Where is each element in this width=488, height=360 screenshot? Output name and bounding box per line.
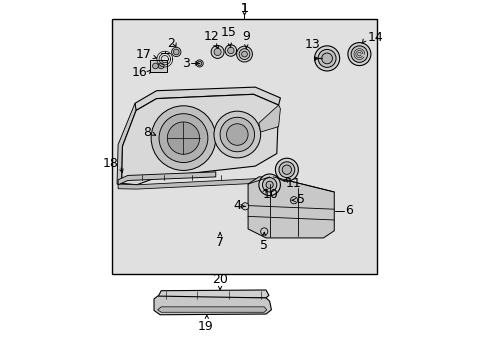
Polygon shape <box>122 94 278 185</box>
Text: 7: 7 <box>216 236 224 249</box>
Polygon shape <box>258 105 280 132</box>
Polygon shape <box>158 290 268 298</box>
FancyBboxPatch shape <box>150 60 166 72</box>
Text: 14: 14 <box>366 31 382 44</box>
Circle shape <box>214 48 221 55</box>
Text: 1: 1 <box>240 2 248 15</box>
Circle shape <box>241 51 247 57</box>
Text: 8: 8 <box>143 126 151 139</box>
Circle shape <box>196 60 203 67</box>
Circle shape <box>159 114 207 162</box>
Circle shape <box>173 49 179 55</box>
Polygon shape <box>157 307 266 312</box>
Circle shape <box>321 53 332 64</box>
Circle shape <box>260 228 267 235</box>
Circle shape <box>265 181 273 188</box>
FancyBboxPatch shape <box>111 19 377 274</box>
Circle shape <box>167 122 199 154</box>
Text: 6: 6 <box>345 204 352 217</box>
Circle shape <box>347 42 370 66</box>
Circle shape <box>314 46 339 71</box>
Circle shape <box>239 49 249 59</box>
Circle shape <box>241 203 248 210</box>
Circle shape <box>282 165 291 174</box>
Text: 10: 10 <box>262 188 278 201</box>
Circle shape <box>158 63 164 69</box>
Circle shape <box>151 106 215 170</box>
Circle shape <box>227 47 234 54</box>
Text: 5: 5 <box>260 239 268 252</box>
Circle shape <box>171 47 181 57</box>
Polygon shape <box>117 103 136 184</box>
Polygon shape <box>118 179 276 189</box>
Circle shape <box>152 63 158 69</box>
Circle shape <box>262 177 276 192</box>
Circle shape <box>220 117 254 152</box>
Text: 11: 11 <box>285 177 301 190</box>
Circle shape <box>224 45 236 56</box>
Circle shape <box>275 158 298 181</box>
Circle shape <box>258 174 280 195</box>
Polygon shape <box>154 296 271 315</box>
Text: 19: 19 <box>198 320 213 333</box>
Circle shape <box>318 49 335 67</box>
Text: 2: 2 <box>166 37 175 50</box>
Circle shape <box>211 45 224 58</box>
Circle shape <box>278 162 294 177</box>
Polygon shape <box>247 177 334 238</box>
Text: 17: 17 <box>136 48 152 61</box>
Text: 18: 18 <box>103 157 119 170</box>
Text: 20: 20 <box>212 273 227 287</box>
Polygon shape <box>135 87 280 111</box>
Circle shape <box>350 46 367 62</box>
Text: 9: 9 <box>242 30 250 43</box>
Text: 16: 16 <box>132 66 147 79</box>
Text: 15: 15 <box>220 26 236 39</box>
Text: 4: 4 <box>233 199 241 212</box>
Circle shape <box>214 111 260 158</box>
Text: 13: 13 <box>304 38 320 51</box>
Polygon shape <box>118 172 215 185</box>
Text: 3: 3 <box>182 57 189 70</box>
Text: 1: 1 <box>240 2 248 15</box>
Text: 12: 12 <box>203 30 219 43</box>
Circle shape <box>290 197 297 204</box>
Circle shape <box>197 61 202 66</box>
Text: 5: 5 <box>296 193 304 206</box>
Circle shape <box>236 46 252 62</box>
Circle shape <box>226 124 247 145</box>
